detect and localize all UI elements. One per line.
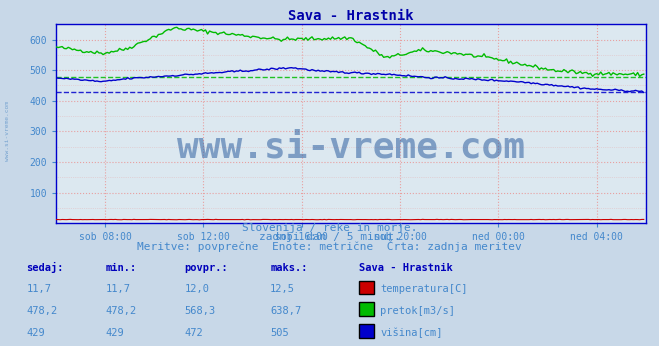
Text: 505: 505 bbox=[270, 328, 289, 338]
Text: 478,2: 478,2 bbox=[26, 306, 57, 316]
Text: min.:: min.: bbox=[105, 263, 136, 273]
Text: Meritve: povprečne  Enote: metrične  Črta: zadnja meritev: Meritve: povprečne Enote: metrične Črta:… bbox=[137, 240, 522, 252]
Text: 11,7: 11,7 bbox=[26, 284, 51, 294]
Text: sedaj:: sedaj: bbox=[26, 262, 64, 273]
Text: višina[cm]: višina[cm] bbox=[380, 328, 443, 338]
Text: www.si-vreme.com: www.si-vreme.com bbox=[177, 130, 525, 165]
Text: www.si-vreme.com: www.si-vreme.com bbox=[5, 101, 11, 162]
Text: Sava - Hrastnik: Sava - Hrastnik bbox=[359, 263, 453, 273]
Title: Sava - Hrastnik: Sava - Hrastnik bbox=[288, 9, 414, 23]
Text: 429: 429 bbox=[105, 328, 124, 338]
Text: zadnji dan / 5 minut.: zadnji dan / 5 minut. bbox=[258, 233, 401, 243]
Text: 12,0: 12,0 bbox=[185, 284, 210, 294]
Text: 472: 472 bbox=[185, 328, 203, 338]
Text: 12,5: 12,5 bbox=[270, 284, 295, 294]
Text: pretok[m3/s]: pretok[m3/s] bbox=[380, 306, 455, 316]
Text: 429: 429 bbox=[26, 328, 45, 338]
Text: 638,7: 638,7 bbox=[270, 306, 301, 316]
Text: 568,3: 568,3 bbox=[185, 306, 215, 316]
Text: Slovenija / reke in morje.: Slovenija / reke in morje. bbox=[242, 223, 417, 233]
Text: maks.:: maks.: bbox=[270, 263, 308, 273]
Text: 478,2: 478,2 bbox=[105, 306, 136, 316]
Text: 11,7: 11,7 bbox=[105, 284, 130, 294]
Text: povpr.:: povpr.: bbox=[185, 263, 228, 273]
Text: temperatura[C]: temperatura[C] bbox=[380, 284, 468, 294]
